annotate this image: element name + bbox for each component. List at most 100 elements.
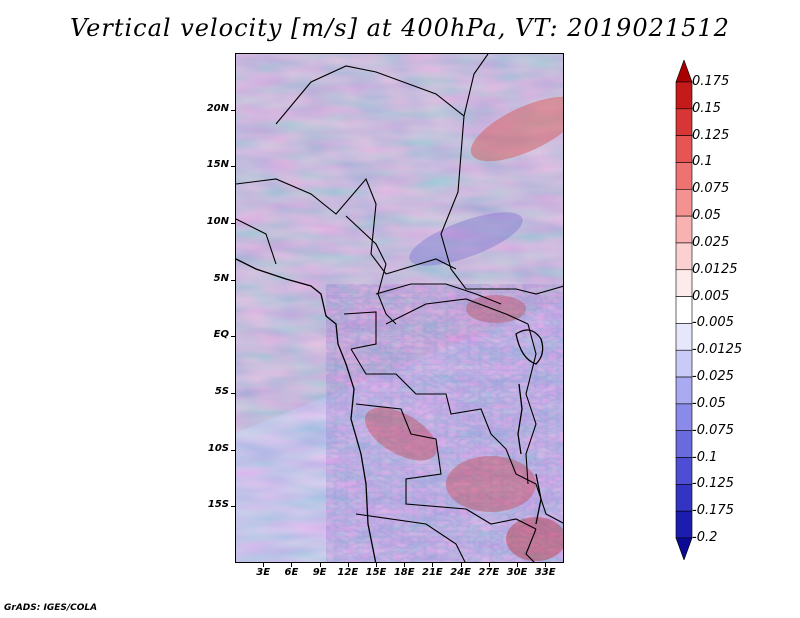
lon-tick (460, 563, 462, 567)
lon-label-33e: 33E (534, 567, 556, 578)
colorbar-swatch (675, 296, 693, 324)
map-panel (235, 53, 564, 563)
colorbar-swatch (675, 60, 693, 83)
lat-tick (231, 279, 235, 281)
lon-tick (291, 563, 293, 567)
colorbar-swatch (675, 215, 693, 244)
descent-zone-sahel (409, 212, 523, 266)
border-benin (236, 218, 277, 265)
lon-tick (319, 563, 321, 567)
lon-tick (347, 563, 349, 567)
lon-tick (517, 563, 518, 567)
border-drc-north (385, 298, 529, 325)
colorbar-swatch (675, 242, 693, 271)
lake-malawi (535, 473, 542, 525)
lat-tick (231, 109, 235, 111)
colorbar-swatch (675, 162, 693, 190)
lon-label-30e: 30E (506, 567, 528, 578)
colorbar-label: -0.1 (692, 449, 718, 465)
border-car-north (385, 258, 457, 275)
ascent-zone-angola (364, 407, 438, 461)
lat-tick (231, 506, 235, 508)
lon-label-3e: 3E (256, 567, 271, 578)
lon-label-18e: 18E (393, 567, 415, 578)
border-angola-zambia (355, 403, 467, 510)
lon-label-12e: 12E (337, 567, 359, 578)
colorbar-swatch (675, 457, 693, 485)
colorbar-label: 0.15 (692, 100, 721, 116)
border-zambia-zimbabwe (465, 508, 537, 530)
border-car-south (375, 283, 502, 305)
lon-tick (376, 563, 377, 567)
lon-label-9e: 9E (312, 567, 327, 578)
coastline-atlantic (236, 258, 377, 562)
border-cameroon-chad (345, 215, 397, 325)
lake-tanganyika (517, 383, 523, 455)
lon-tick (545, 563, 547, 567)
country-borders (236, 54, 563, 562)
lat-label-5n: 5N (213, 272, 229, 284)
border-namibia (355, 513, 466, 562)
border-gabon (343, 311, 377, 350)
colorbar-swatch (675, 135, 693, 163)
lon-label-24e: 24E (450, 567, 471, 578)
border-niger-libya (275, 54, 489, 125)
lon-label-6e: 6E (284, 567, 299, 578)
border-zambia-tanzania (490, 433, 563, 524)
border-drc-angola (350, 348, 492, 435)
colorbar-label: 0.075 (692, 181, 730, 197)
colorbar-swatch (675, 537, 693, 560)
lat-tick (231, 223, 235, 224)
colorbar-label: 0.005 (692, 288, 730, 304)
colorbar-swatch (675, 188, 693, 217)
coastlines (236, 258, 544, 562)
lon-tick (432, 563, 434, 567)
colorbar-label: -0.05 (692, 395, 726, 411)
ascent-zone-zambia (446, 456, 536, 512)
colorbar-swatch (675, 269, 693, 297)
colorbar-label: 0.05 (692, 208, 721, 224)
border-mozambique (525, 528, 537, 562)
colorbar-label: -0.2 (692, 530, 718, 545)
lat-tick (231, 166, 235, 168)
lat-tick (231, 393, 235, 394)
border-chad-sudan (440, 115, 563, 295)
colorbar-label: 0.1 (692, 154, 713, 170)
colorbar-swatch (675, 430, 693, 458)
colorbar-swatch (675, 510, 693, 539)
ascent-zone-mozambique (506, 517, 563, 561)
colorbar-label: 0.0125 (692, 261, 738, 277)
velocity-field-map (236, 54, 563, 562)
colorbar (675, 60, 693, 560)
lat-label-15n: 15N (206, 159, 229, 171)
colorbar-label: -0.025 (692, 369, 734, 385)
colorbar-swatch (675, 403, 693, 432)
lat-label-20n: 20N (206, 102, 229, 114)
lat-tick (231, 336, 235, 338)
grads-credit: GrADS: IGES/COLA (4, 603, 98, 613)
lon-tick (488, 563, 490, 567)
colorbar-swatch (675, 81, 693, 110)
colorbar-swatch (675, 323, 693, 351)
ascent-zone-northeast (470, 96, 563, 162)
border-nigeria-north (236, 177, 387, 275)
colorbar-label: -0.0125 (692, 342, 743, 358)
lat-tick (231, 449, 235, 451)
colorbar-swatch (675, 108, 693, 136)
map-title: Vertical velocity [m/s] at 400hPa, VT: 2… (70, 14, 730, 42)
lat-label-10n: 10N (206, 216, 229, 227)
colorbar-swatch (675, 484, 693, 512)
lon-tick (263, 563, 265, 567)
lat-label-5s: 5S (214, 386, 229, 397)
lat-label-eq: EQ (213, 329, 229, 341)
colorbar-label: -0.005 (692, 315, 734, 331)
lat-label-15s: 15S (207, 499, 229, 511)
lon-label-21e: 21E (422, 567, 443, 578)
colorbar-label: 0.175 (692, 74, 730, 89)
colorbar-swatch (675, 376, 693, 405)
colorbar-label: 0.125 (692, 127, 730, 143)
lon-label-15e: 15E (365, 567, 387, 578)
lon-label-27e: 27E (478, 567, 500, 578)
colorbar-swatch (675, 349, 693, 378)
colorbar-label: -0.125 (692, 476, 734, 492)
